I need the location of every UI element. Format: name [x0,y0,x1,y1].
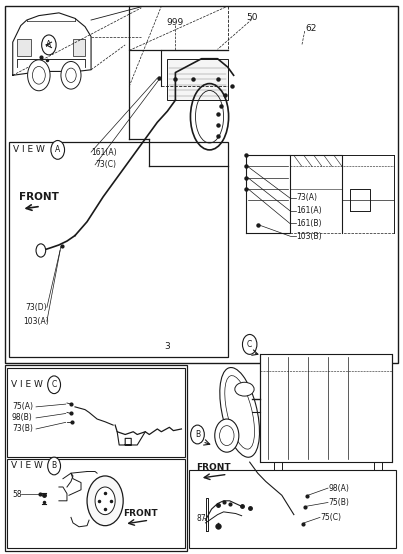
Circle shape [42,35,56,55]
Text: 58: 58 [12,490,22,499]
Text: A: A [46,40,52,49]
Text: FRONT: FRONT [19,192,59,202]
Circle shape [51,141,64,160]
Circle shape [27,60,50,91]
Text: 75(C): 75(C) [320,513,341,522]
Circle shape [95,487,115,515]
Text: B: B [195,430,200,439]
Ellipse shape [235,382,254,396]
Text: 50: 50 [246,13,258,22]
Circle shape [66,68,76,83]
Bar [260,355,392,462]
Bar [9,142,228,357]
Bar [73,39,85,56]
Text: C: C [52,380,57,389]
Text: V I E W: V I E W [11,380,43,389]
Text: 161(A): 161(A) [296,206,322,215]
Circle shape [87,476,123,526]
Text: V I E W: V I E W [11,461,43,470]
Text: 103(A): 103(A) [23,317,48,326]
Circle shape [36,244,46,257]
Text: 73(D): 73(D) [26,303,47,312]
Bar [167,59,228,100]
Text: 73(C): 73(C) [95,160,116,170]
Bar [5,366,187,551]
Text: 75(B): 75(B) [328,498,349,507]
Text: 73(B): 73(B) [12,424,33,433]
Circle shape [243,335,257,355]
Text: FRONT: FRONT [196,463,231,472]
Text: 62: 62 [305,24,316,33]
Circle shape [48,457,60,475]
Bar [7,368,185,456]
Circle shape [220,425,234,445]
Circle shape [61,61,81,89]
Text: 75(A): 75(A) [12,402,33,412]
Text: 73(A): 73(A) [296,193,317,202]
Bar [189,470,396,548]
Text: 98(B): 98(B) [12,413,33,422]
Text: 161(A): 161(A) [91,147,117,157]
Circle shape [215,419,239,452]
Text: 3: 3 [164,342,170,351]
Circle shape [191,425,204,444]
Text: 999: 999 [167,18,184,27]
Text: A: A [55,145,60,155]
Circle shape [32,66,45,84]
Circle shape [48,376,60,393]
Text: 161(B): 161(B) [296,219,321,228]
Bar [17,39,31,56]
Text: 87: 87 [196,514,206,523]
Ellipse shape [220,367,260,457]
Text: 103(B): 103(B) [296,232,322,240]
Text: V I E W: V I E W [13,145,45,155]
Bar [5,6,398,363]
Text: C: C [247,340,252,349]
Text: 98(A): 98(A) [328,484,349,493]
Bar [7,459,185,548]
Text: FRONT: FRONT [123,509,158,518]
Text: B: B [52,461,57,470]
